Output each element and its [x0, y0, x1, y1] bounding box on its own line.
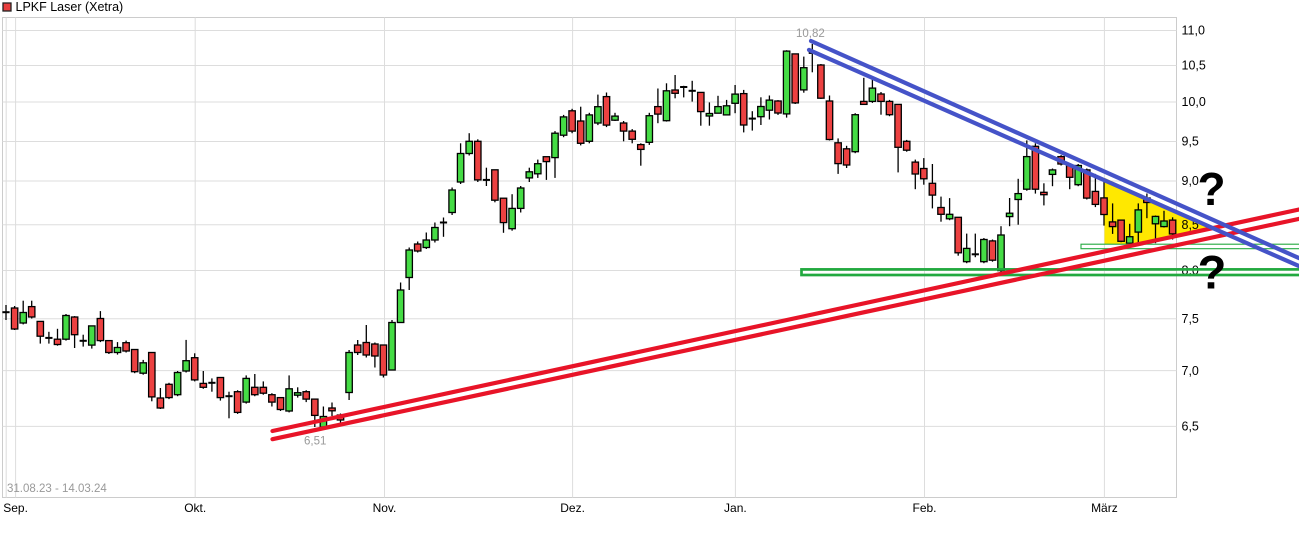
svg-text:6,51: 6,51 [304, 436, 326, 448]
svg-text:Dez.: Dez. [560, 501, 585, 515]
svg-text:9,5: 9,5 [1182, 135, 1199, 149]
svg-text:6,5: 6,5 [1182, 420, 1199, 434]
svg-text:9,0: 9,0 [1182, 174, 1199, 188]
svg-text:10,82: 10,82 [796, 28, 825, 40]
svg-text:Jan.: Jan. [724, 501, 747, 515]
svg-text:Okt.: Okt. [184, 501, 206, 515]
svg-text:LPKF Laser (Xetra): LPKF Laser (Xetra) [16, 0, 124, 14]
svg-text:31.08.23 - 14.03.24: 31.08.23 - 14.03.24 [7, 483, 107, 495]
svg-text:10,0: 10,0 [1182, 95, 1206, 109]
svg-text:?: ? [1197, 163, 1225, 215]
svg-text:7,0: 7,0 [1182, 364, 1199, 378]
svg-text:?: ? [1198, 246, 1227, 299]
svg-text:10,5: 10,5 [1182, 59, 1206, 73]
svg-text:Nov.: Nov. [373, 501, 397, 515]
svg-text:11,0: 11,0 [1182, 24, 1205, 38]
svg-text:März: März [1091, 501, 1118, 515]
svg-text:7,5: 7,5 [1182, 312, 1199, 326]
svg-text:Sep.: Sep. [3, 501, 28, 515]
svg-text:Feb.: Feb. [912, 501, 936, 515]
